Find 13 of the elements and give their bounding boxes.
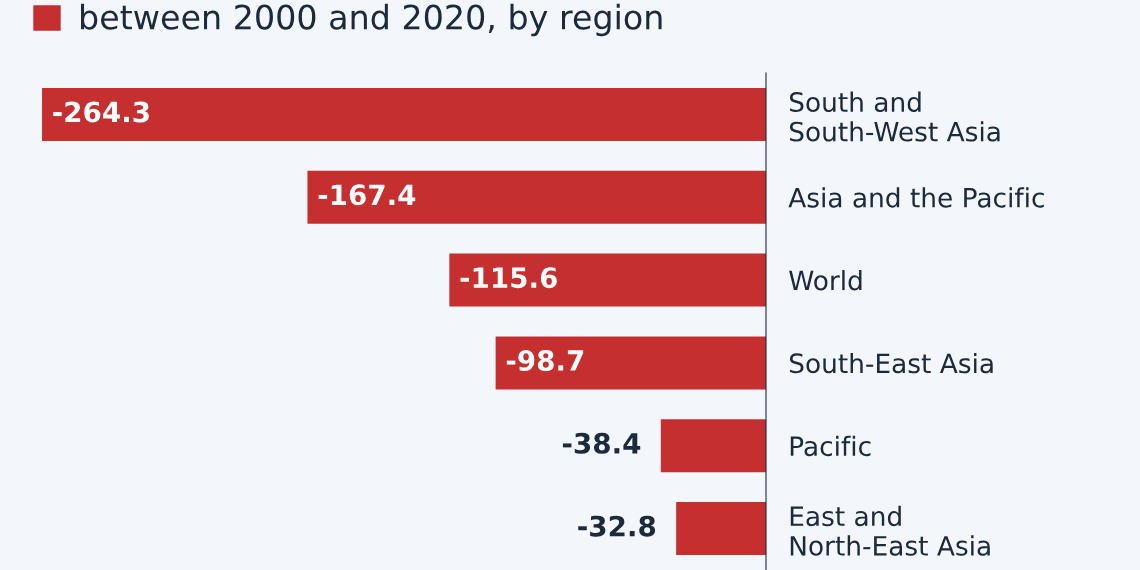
y-tick-label: South-East Asia bbox=[789, 352, 993, 374]
data-label: -38.4 bbox=[562, 432, 641, 454]
y-tick-label: Pacific bbox=[790, 435, 871, 457]
data-label: -115.6 bbox=[460, 267, 557, 289]
chart-title: between 2000 and 2020, by region bbox=[81, 3, 662, 37]
y-tick-label: South and South-West Asia bbox=[789, 91, 1000, 142]
y-tick-label: East and North-East Asia bbox=[790, 505, 990, 556]
y-tick-label: Asia and the Pacific bbox=[788, 187, 1044, 208]
data-label: -167.4 bbox=[318, 184, 416, 206]
y-tick-label: World bbox=[789, 270, 862, 291]
data-label: -32.8 bbox=[578, 515, 656, 537]
data-label: -98.7 bbox=[506, 349, 584, 371]
data-label: -264.3 bbox=[53, 101, 149, 123]
